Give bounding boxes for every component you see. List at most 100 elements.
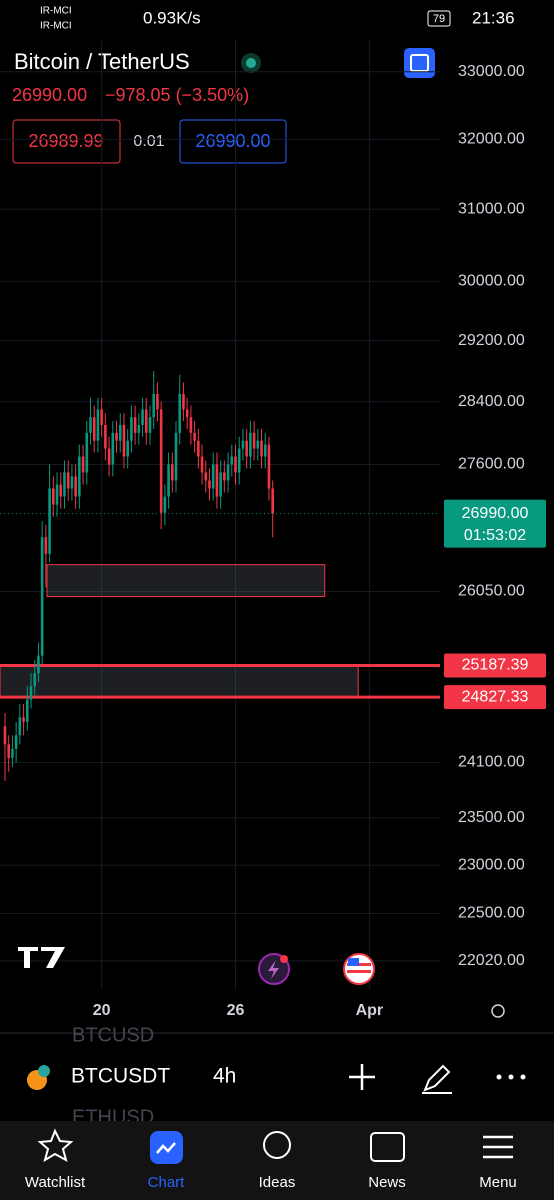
candle-body — [156, 393, 159, 410]
candle-body — [48, 488, 51, 554]
chart-glyph — [156, 1142, 176, 1154]
y-tick-label: 22500.00 — [458, 905, 525, 922]
draw-button[interactable] — [422, 1064, 452, 1094]
candle-body — [223, 472, 226, 481]
watchlist-icon[interactable] — [37, 1128, 74, 1163]
candle-body — [241, 440, 245, 449]
candle-body — [208, 480, 211, 489]
candle-body — [170, 464, 174, 481]
countdown: 01:53:02 — [464, 527, 526, 544]
candle-body — [197, 440, 200, 457]
candle-body — [40, 537, 44, 656]
candle-body — [63, 472, 66, 497]
candle-body — [3, 726, 7, 745]
candle-body — [252, 432, 256, 449]
candle-body — [204, 472, 208, 481]
candle-body — [271, 488, 274, 514]
candle-body — [211, 464, 215, 489]
nav-label[interactable]: Chart — [148, 1174, 186, 1191]
candle-body — [152, 393, 156, 418]
candle-body — [219, 472, 222, 497]
candle-body — [29, 686, 33, 700]
nav-label[interactable]: Watchlist — [25, 1174, 86, 1191]
candle-body — [256, 440, 260, 449]
candle-body — [14, 735, 18, 749]
carrier: IR-MCI — [40, 6, 72, 17]
candle-body — [130, 417, 133, 441]
more-button[interactable] — [496, 1074, 526, 1080]
coin-icon — [38, 1065, 50, 1077]
y-tick-label: 33000.00 — [458, 63, 525, 80]
y-tick-label: 23000.00 — [458, 856, 525, 873]
y-tick-label: 28400.00 — [458, 393, 525, 410]
x-tick-label: Apr — [356, 1002, 384, 1019]
candle-body — [104, 425, 107, 449]
candle-body — [92, 417, 96, 441]
candle-body — [215, 464, 219, 497]
candle-body — [52, 488, 55, 505]
candle-body — [111, 432, 115, 465]
level-label-box — [444, 653, 546, 678]
sell-button[interactable] — [12, 119, 121, 164]
x-tick-label: 26 — [227, 1002, 245, 1019]
market-dot — [246, 58, 256, 68]
level-label: 25187.39 — [462, 657, 529, 674]
candle-body — [193, 432, 196, 441]
candle-body — [115, 432, 118, 441]
candle-body — [107, 448, 111, 465]
interval[interactable]: 4h — [213, 1065, 236, 1088]
chart-icon[interactable] — [150, 1131, 183, 1164]
candle-body — [100, 409, 103, 426]
flash-bolt — [268, 960, 279, 979]
candle-body — [25, 699, 29, 722]
candle-body — [78, 456, 81, 497]
news-icon[interactable] — [370, 1132, 405, 1162]
candle-body — [22, 717, 25, 722]
candle-body — [234, 456, 237, 473]
last-price-box — [444, 499, 546, 548]
candle-body — [245, 440, 248, 457]
add-button[interactable] — [349, 1064, 375, 1090]
candle-body — [159, 409, 163, 513]
chart: 33000.00 32000.00 31000.00 30000.00 29200.00… — [0, 40, 546, 1019]
candle-body — [18, 717, 22, 736]
fullscreen-button[interactable] — [404, 48, 435, 78]
menu-icon[interactable] — [483, 1135, 513, 1159]
candle-body — [89, 417, 92, 433]
flag-canton — [348, 958, 359, 966]
ideas-icon[interactable] — [263, 1131, 291, 1159]
candle-body — [174, 432, 178, 481]
change: −978.05 (−3.50%) — [105, 85, 249, 105]
spread: 0.01 — [133, 133, 164, 150]
nav-label[interactable]: News — [368, 1174, 406, 1191]
y-tick-label: 26050.00 — [458, 583, 525, 600]
candle-body — [37, 655, 40, 674]
carrier: IR-MCI — [40, 21, 72, 32]
nav-label[interactable]: Menu — [479, 1174, 517, 1191]
badge — [280, 955, 288, 963]
candle-body — [33, 673, 37, 687]
tv-logo — [18, 947, 65, 968]
level-label-box — [444, 685, 546, 710]
candle-body — [260, 440, 263, 457]
nav-label[interactable]: Ideas — [259, 1174, 296, 1191]
last-price-label: 26990.00 — [462, 505, 529, 522]
y-tick-label: 24100.00 — [458, 754, 525, 771]
net-speed: 0.93K/s — [143, 8, 201, 27]
candle-body — [148, 417, 152, 433]
candle-body — [44, 537, 48, 554]
level-label: 24827.33 — [462, 688, 529, 705]
candle-body — [55, 484, 59, 505]
nav-bar — [0, 1121, 554, 1200]
candle-body — [249, 432, 252, 457]
settings-icon[interactable] — [491, 1004, 505, 1018]
symbol[interactable]: BTCUSDT — [71, 1065, 170, 1088]
clock: 21:36 — [472, 8, 515, 27]
y-tick-label: 30000.00 — [458, 272, 525, 289]
prev-symbol[interactable]: BTCUSD — [72, 1024, 154, 1046]
candle-body — [126, 440, 129, 457]
candle-body — [11, 748, 14, 758]
buy-button[interactable] — [179, 119, 287, 164]
candle-body — [237, 448, 241, 473]
